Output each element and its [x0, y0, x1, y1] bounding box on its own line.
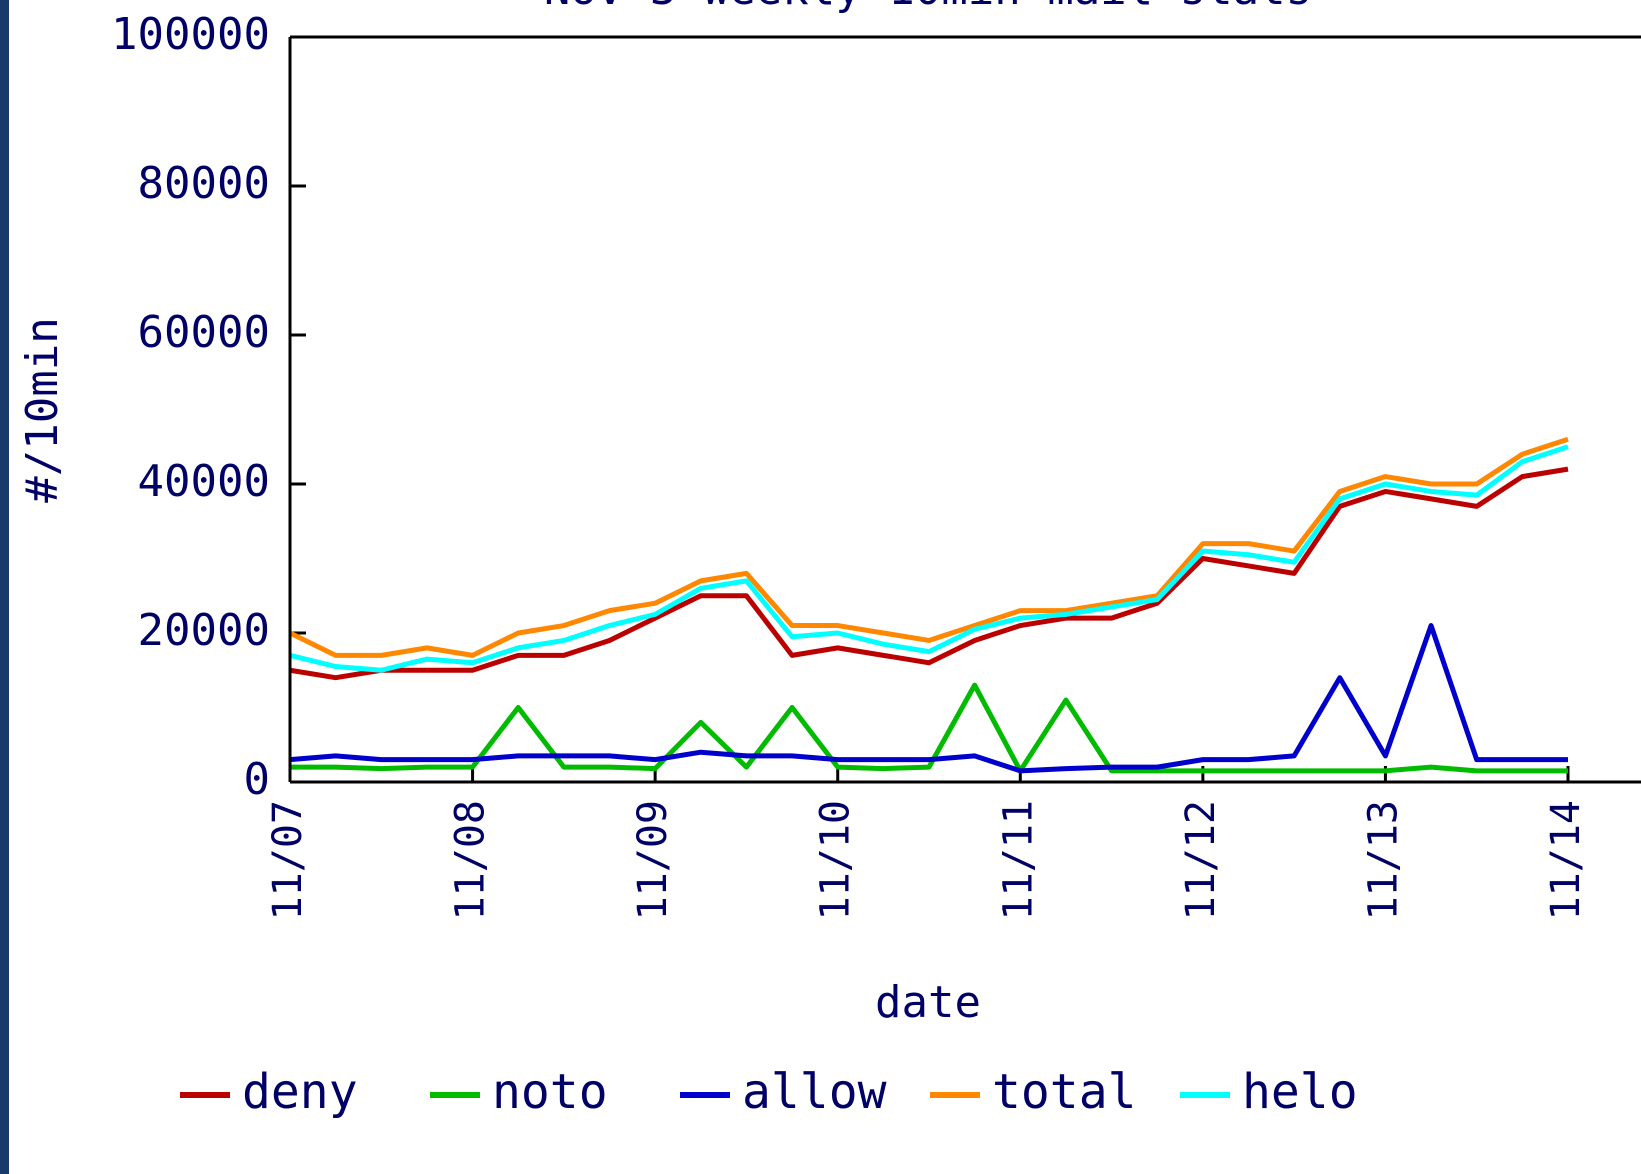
legend-label: total: [992, 1064, 1137, 1120]
y-tick-label: 60000: [138, 307, 270, 358]
legend-label: noto: [492, 1064, 608, 1120]
series-line: [288, 436, 1569, 658]
series-line: [290, 682, 1568, 774]
series-line: [289, 444, 1569, 673]
series-line: [289, 466, 1569, 681]
x-tick-label: 11/09: [630, 800, 676, 920]
x-tick-label: 11/12: [1178, 800, 1224, 920]
x-tick-label: 11/10: [813, 800, 859, 920]
x-tick-label: 11/13: [1360, 800, 1406, 920]
x-tick-label: 11/14: [1543, 800, 1589, 920]
y-tick-label: 40000: [138, 456, 270, 507]
y-tick-label: 0: [244, 754, 271, 805]
series-line: [289, 623, 1568, 774]
x-tick-label: 11/11: [995, 800, 1041, 920]
legend-label: helo: [1242, 1064, 1358, 1120]
x-tick-label: 11/07: [265, 800, 311, 920]
chart-title: Nov 3 weekly 10min mail stats: [544, 0, 1312, 15]
legend-label: deny: [242, 1064, 358, 1120]
y-tick-label: 100000: [111, 9, 270, 60]
side-strip: [0, 0, 9, 1174]
y-axis-label: #/10min: [17, 317, 68, 502]
legend-label: allow: [742, 1064, 887, 1120]
x-tick-label: 11/08: [448, 800, 494, 920]
x-axis-label: date: [875, 977, 981, 1028]
y-tick-label: 20000: [138, 605, 270, 656]
y-tick-label: 80000: [138, 158, 270, 209]
